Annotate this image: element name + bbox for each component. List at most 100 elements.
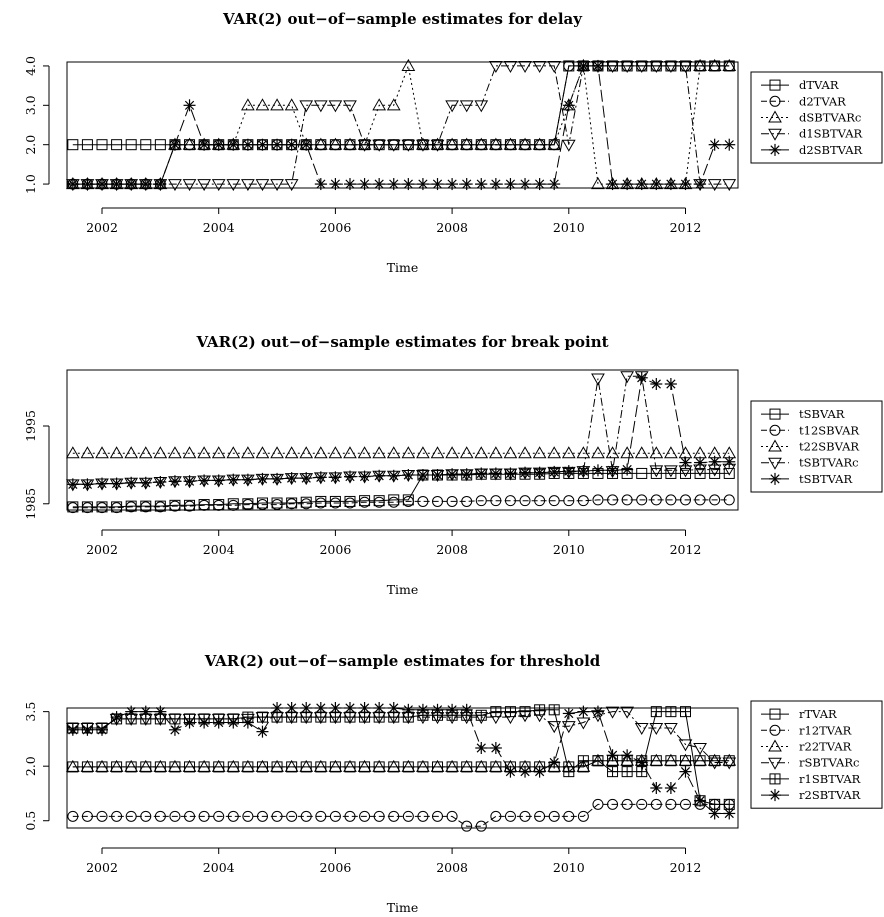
data-point	[679, 765, 692, 778]
data-point	[255, 98, 270, 111]
data-point	[66, 178, 79, 191]
data-point	[461, 495, 473, 507]
plot-frame	[66, 369, 739, 511]
data-point	[606, 464, 619, 477]
data-point	[242, 810, 254, 822]
data-point	[459, 100, 474, 113]
x-tick-label: 2006	[319, 542, 351, 557]
data-point	[256, 711, 268, 723]
data-point	[111, 139, 123, 151]
data-point	[329, 497, 341, 509]
data-point	[183, 716, 196, 729]
data-point	[678, 739, 693, 752]
data-point	[474, 100, 489, 113]
legend-item: r1SBTVAR	[761, 772, 861, 786]
data-point	[358, 178, 371, 191]
data-point	[270, 759, 284, 772]
data-point	[636, 467, 648, 479]
data-point	[475, 820, 487, 832]
data-point	[343, 137, 357, 150]
y-tick-label: 1985	[23, 488, 38, 520]
legend: dTVAR d2TVAR dSBTVARc d1SBTVAR d2SBTVAR	[750, 71, 883, 164]
series-r12TVAR	[67, 798, 735, 832]
data-point	[548, 756, 561, 769]
data-point	[328, 446, 343, 459]
data-point	[577, 59, 590, 72]
data-point	[446, 495, 458, 507]
data-point	[329, 810, 341, 822]
data-point	[519, 810, 531, 822]
data-point	[707, 179, 722, 192]
data-point	[388, 496, 400, 508]
series-d2TVAR	[67, 60, 735, 190]
data-point	[67, 139, 79, 151]
data-point	[81, 810, 93, 822]
data-point	[314, 702, 327, 714]
data-point	[343, 470, 356, 483]
data-point	[518, 446, 532, 459]
data-point	[475, 495, 487, 507]
data-point	[430, 759, 445, 772]
data-point	[125, 178, 138, 191]
legend-item: rSBTVARc	[761, 756, 859, 770]
data-point	[96, 477, 109, 490]
data-point	[446, 468, 459, 481]
legend-item: d2TVAR	[761, 94, 846, 108]
data-point	[693, 753, 707, 766]
series-line	[72, 499, 730, 509]
data-point	[445, 137, 459, 150]
legend-item: t22SBVAR	[761, 439, 859, 454]
x-tick-label: 2010	[553, 220, 585, 235]
data-point	[430, 137, 445, 150]
data-point	[168, 723, 181, 736]
data-point	[490, 706, 502, 718]
x-tick-label: 2004	[203, 860, 235, 875]
data-point	[649, 465, 664, 478]
y-tick-label: 2.0	[23, 756, 38, 776]
data-point	[285, 472, 298, 485]
data-point	[271, 472, 284, 485]
data-point	[504, 495, 516, 507]
data-point	[125, 810, 137, 822]
data-point	[299, 759, 314, 772]
data-point	[386, 446, 401, 459]
data-point	[153, 446, 168, 459]
data-point	[621, 463, 634, 476]
data-point	[431, 703, 444, 716]
data-point	[96, 139, 108, 151]
data-point	[154, 810, 166, 822]
data-point	[109, 759, 124, 772]
data-point	[386, 139, 401, 152]
legend-item: tSBTVAR	[761, 472, 852, 486]
data-point	[314, 178, 327, 191]
data-point	[694, 794, 707, 807]
plot-frame	[66, 707, 739, 829]
data-point	[198, 499, 210, 511]
data-point	[184, 810, 196, 822]
data-point	[650, 378, 663, 390]
y-tick-label: 3.0	[23, 95, 38, 115]
data-point	[488, 137, 503, 150]
data-point	[168, 475, 181, 488]
y-tick-label: 2.0	[23, 135, 38, 155]
legend-label: t22SBVAR	[799, 440, 859, 454]
data-point	[708, 807, 721, 820]
legend-label: tSBTVARc	[799, 456, 859, 470]
series-line	[72, 709, 730, 805]
x-tick-label: 2002	[86, 220, 118, 235]
data-point	[344, 810, 356, 822]
data-point	[313, 759, 328, 772]
data-point	[664, 723, 678, 736]
data-point	[95, 446, 109, 459]
data-point	[182, 759, 197, 772]
data-point	[532, 137, 547, 150]
data-point	[605, 60, 620, 73]
data-point	[372, 446, 387, 459]
data-point	[271, 702, 284, 714]
data-point	[198, 138, 211, 151]
data-point	[665, 494, 677, 506]
data-point	[431, 178, 444, 191]
data-point	[459, 446, 474, 459]
data-point	[125, 705, 138, 718]
data-point	[197, 759, 211, 772]
